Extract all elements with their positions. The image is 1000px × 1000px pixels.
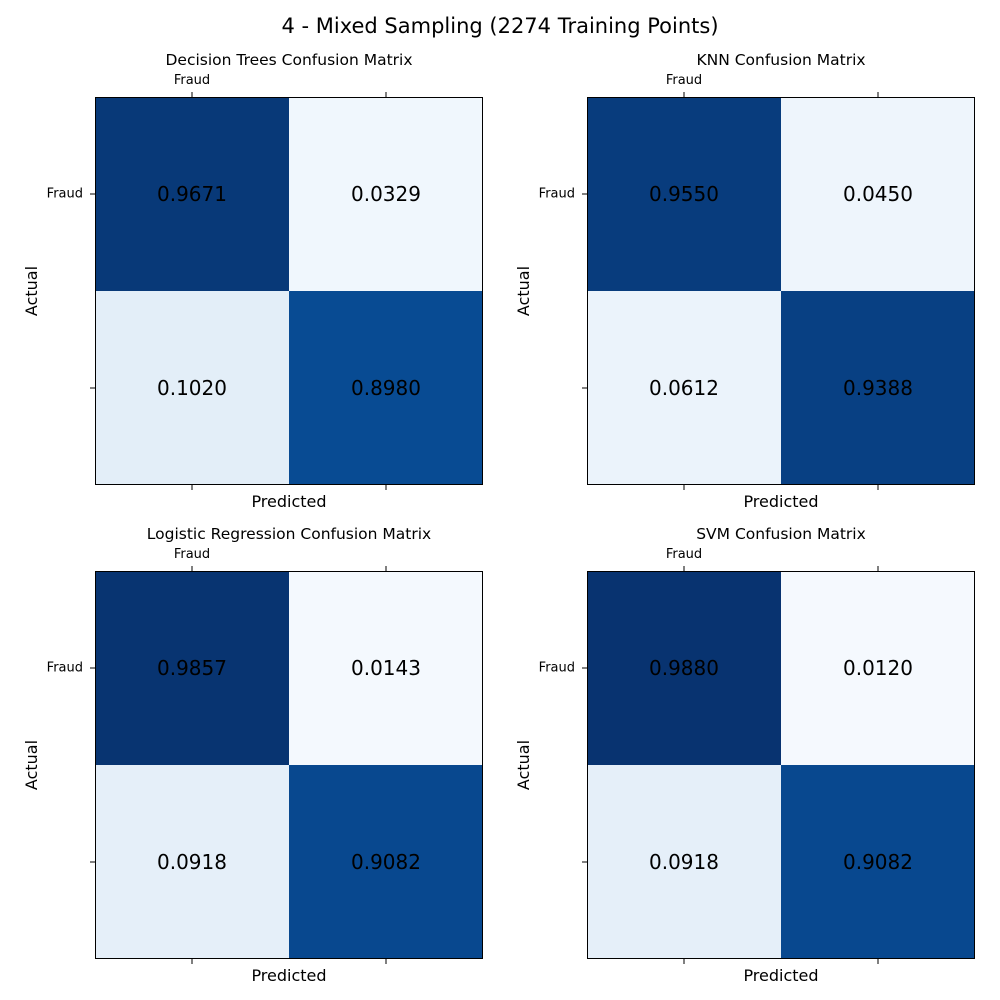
y-axis-label: Actual: [22, 740, 41, 790]
cell-value-label: 0.0918: [649, 850, 719, 874]
cell-value-label: 0.9857: [157, 656, 227, 680]
cell-value-label: 0.9388: [843, 376, 913, 400]
x-axis-label: Predicted: [743, 492, 818, 511]
heatmap-cell: [587, 571, 781, 765]
chart-title: KNN Confusion Matrix: [696, 51, 865, 69]
x-tick-label: Fraud: [174, 547, 210, 562]
y-axis-label: Actual: [514, 266, 533, 316]
heatmap-cell: [95, 291, 289, 485]
x-axis-label: Predicted: [743, 966, 818, 985]
heatmap-cell: [781, 97, 975, 291]
cell-value-label: 0.9550: [649, 182, 719, 206]
figure-suptitle: 4 - Mixed Sampling (2274 Training Points…: [281, 14, 719, 38]
axes-frame: [587, 571, 975, 959]
cell-value-label: 0.9671: [157, 182, 227, 206]
chart-title: SVM Confusion Matrix: [696, 525, 866, 543]
cell-value-label: 0.0143: [351, 656, 421, 680]
chart-title: Decision Trees Confusion Matrix: [165, 51, 412, 69]
confusion-matrix-panel: 0.9671 0.0329 0.1020 0.8980 Fraud Fraud Decisi…: [22, 51, 483, 511]
heatmap-cell: [781, 571, 975, 765]
heatmap-cell: [587, 291, 781, 485]
y-axis-label: Actual: [514, 740, 533, 790]
x-tick-label: Fraud: [666, 73, 702, 88]
heatmap-cell: [781, 291, 975, 485]
heatmap-cell: [289, 97, 483, 291]
cell-value-label: 0.0918: [157, 850, 227, 874]
heatmap-cell: [95, 97, 289, 291]
cell-value-label: 0.9082: [843, 850, 913, 874]
heatmap-cell: [289, 571, 483, 765]
cell-value-label: 0.9082: [351, 850, 421, 874]
confusion-matrix-panel: 0.9880 0.0120 0.0918 0.9082 Fraud Fraud SVM Co…: [514, 525, 975, 985]
x-axis-label: Predicted: [251, 966, 326, 985]
y-axis-label: Actual: [22, 266, 41, 316]
y-tick-label: Fraud: [539, 187, 575, 202]
cell-value-label: 0.1020: [157, 376, 227, 400]
heatmap-cell: [95, 571, 289, 765]
y-tick-label: Fraud: [47, 187, 83, 202]
axes-frame: [95, 571, 483, 959]
cell-value-label: 0.0450: [843, 182, 913, 206]
confusion-matrix-panel: 0.9550 0.0450 0.0612 0.9388 Fraud Fraud KNN Co…: [514, 51, 975, 511]
heatmap-cell: [95, 765, 289, 959]
axes-frame: [587, 97, 975, 485]
confusion-matrix-panel: 0.9857 0.0143 0.0918 0.9082 Fraud Fraud Logist…: [22, 525, 483, 985]
cell-value-label: 0.0612: [649, 376, 719, 400]
heatmap-cell: [289, 291, 483, 485]
y-tick-label: Fraud: [47, 661, 83, 676]
x-tick-label: Fraud: [666, 547, 702, 562]
cell-value-label: 0.9880: [649, 656, 719, 680]
heatmap-cell: [587, 765, 781, 959]
axes-frame: [95, 97, 483, 485]
cell-value-label: 0.8980: [351, 376, 421, 400]
cell-value-label: 0.0329: [351, 182, 421, 206]
heatmap-cell: [289, 765, 483, 959]
chart-title: Logistic Regression Confusion Matrix: [147, 525, 431, 543]
x-axis-label: Predicted: [251, 492, 326, 511]
heatmap-cell: [781, 765, 975, 959]
y-tick-label: Fraud: [539, 661, 575, 676]
cell-value-label: 0.0120: [843, 656, 913, 680]
heatmap-cell: [587, 97, 781, 291]
x-tick-label: Fraud: [174, 73, 210, 88]
